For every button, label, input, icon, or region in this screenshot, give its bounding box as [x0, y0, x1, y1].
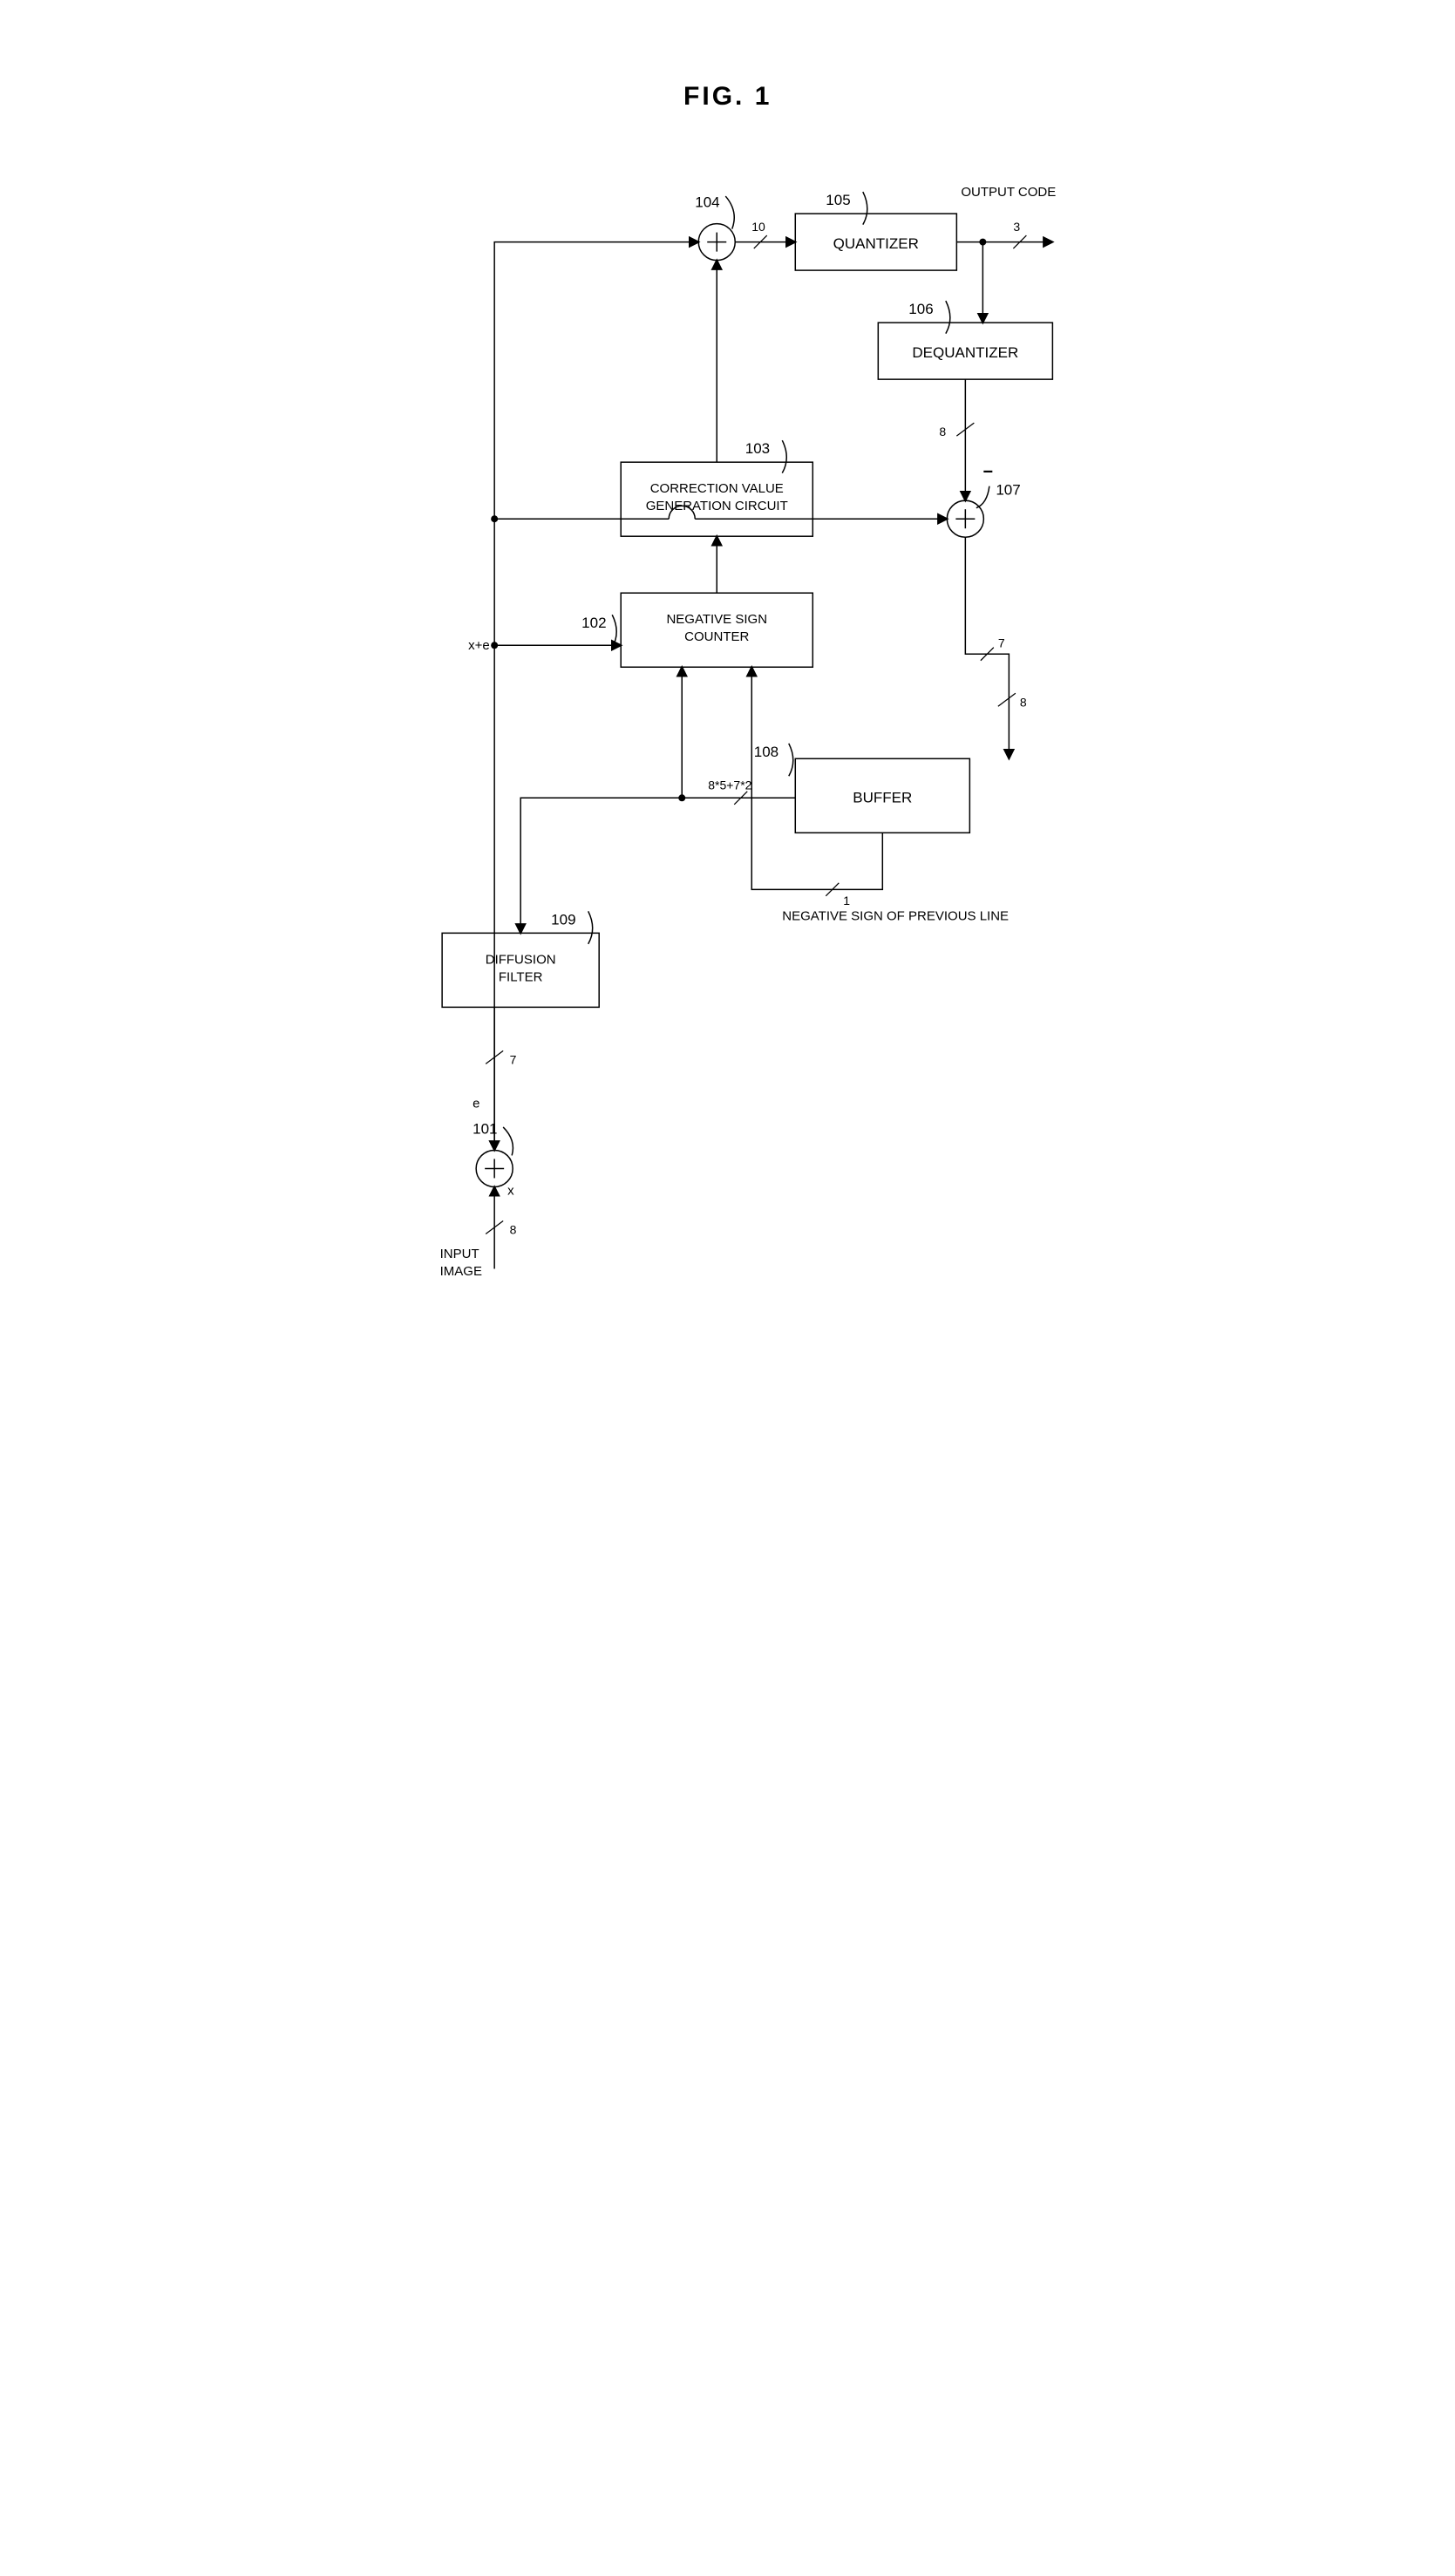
diffusion-label-l2: FILTER — [499, 969, 543, 984]
tick-diff-out: 7 — [510, 1052, 517, 1066]
xe-label: x+e — [468, 638, 490, 653]
negcounter-block: NEGATIVE SIGN COUNTER 102 — [581, 593, 812, 667]
tick-104: 10 — [751, 220, 765, 234]
tick-out: 3 — [1013, 220, 1020, 234]
negcounter-label-l2: COUNTER — [684, 629, 749, 644]
tick-buf-out1: 8*5+7*2 — [708, 778, 751, 792]
dequantizer-label: DEQUANTIZER — [912, 344, 1018, 361]
dequantizer-id: 106 — [908, 301, 933, 317]
sum-107: 107 − — [947, 463, 1020, 538]
correction-label-l2: GENERATION CIRCUIT — [646, 499, 788, 513]
quantizer-id: 105 — [826, 192, 850, 208]
wire-buf-to-diff — [520, 798, 682, 933]
e-label: e — [473, 1096, 479, 1111]
sum-101-id: 101 — [473, 1120, 497, 1137]
output-label: OUTPUT CODE — [961, 185, 1056, 200]
tick-input: 8 — [510, 1222, 517, 1236]
input-label-l1: INPUT — [440, 1247, 479, 1261]
sum-101: 101 — [473, 1120, 513, 1186]
quantizer-label: QUANTIZER — [833, 235, 919, 252]
buffer-label: BUFFER — [853, 789, 912, 805]
sum-104-id: 104 — [695, 194, 719, 211]
block-diagram: FIG. 1 QUANTIZER 105 DEQUANTIZER 106 COR… — [364, 17, 1091, 1306]
x-label: x — [507, 1183, 514, 1198]
diffusion-id: 109 — [551, 911, 575, 928]
prev-line-label: NEGATIVE SIGN OF PREVIOUS LINE — [782, 908, 1009, 923]
negcounter-label-l1: NEGATIVE SIGN — [666, 612, 767, 627]
dequantizer-block: DEQUANTIZER 106 — [878, 301, 1052, 379]
input-label-l2: IMAGE — [440, 1264, 482, 1279]
correction-label-l1: CORRECTION VALUE — [650, 481, 784, 496]
buffer-id: 108 — [754, 744, 778, 760]
figure-title: FIG. 1 — [683, 82, 772, 111]
wire-101-to-104 — [494, 242, 698, 1151]
tick-deq-out: 8 — [939, 425, 946, 438]
correction-id: 103 — [745, 440, 770, 457]
sum-107-id: 107 — [996, 482, 1020, 499]
buffer-block: BUFFER 108 — [754, 744, 970, 833]
diffusion-label-l1: DIFFUSION — [486, 952, 556, 967]
minus-sign: − — [982, 463, 993, 482]
tick-107-out: 7 — [998, 636, 1005, 650]
tick-buf-out2: 1 — [843, 894, 850, 907]
tick-buf-in: 8 — [1020, 695, 1027, 709]
negcounter-id: 102 — [581, 615, 606, 631]
sum-104: 104 — [695, 194, 735, 261]
quantizer-block: QUANTIZER 105 — [795, 192, 956, 270]
